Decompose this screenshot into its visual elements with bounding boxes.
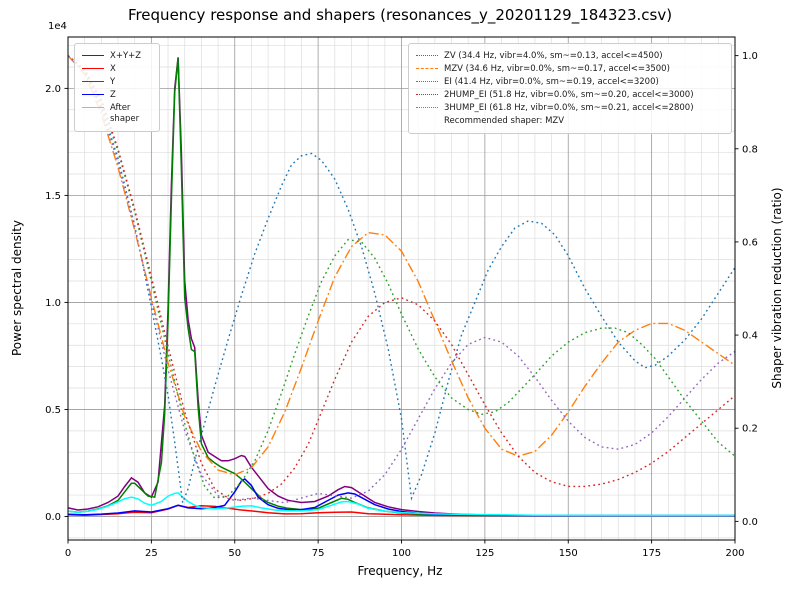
legend-item-xyz: X+Y+Z (82, 51, 152, 62)
x-tick-label: 200 (725, 548, 744, 559)
legend-line-x (82, 67, 104, 69)
x-tick-label: 75 (312, 548, 325, 559)
x-tick-label: 0 (65, 548, 71, 559)
legend-label-z: Z (110, 89, 116, 100)
y-left-tick-label: 2.0 (45, 84, 61, 95)
legend-line-after-shaper (82, 107, 104, 108)
y-right-tick-label: 1.0 (742, 51, 758, 62)
legend-item-3hump-ei: 3HUMP_EI (61.8 Hz, vibr=0.0%, sm~=0.21, … (416, 103, 724, 114)
y-left-tick-label: 0.5 (45, 405, 61, 416)
y-right-tick-label: 0.0 (742, 517, 758, 528)
legend-item-x: X (82, 64, 152, 75)
legend-line-mzv (416, 67, 438, 69)
chart-title: Frequency response and shapers (resonanc… (127, 6, 673, 24)
legend-label-y: Y (110, 76, 116, 87)
legend-label-2hump-ei: 2HUMP_EI (51.8 Hz, vibr=0.0%, sm~=0.20, … (444, 89, 694, 100)
legend-line-2hump-ei (416, 93, 438, 95)
series-ZV (67, 55, 736, 503)
legend-label-3hump-ei: 3HUMP_EI (61.8 Hz, vibr=0.0%, sm~=0.21, … (444, 103, 694, 113)
legend-item-z: Z (82, 90, 152, 101)
x-tick-label: 25 (145, 548, 158, 559)
x-tick-label: 100 (392, 548, 411, 559)
y-left-tick-label: 0.0 (45, 512, 61, 523)
legend-line-y (82, 80, 104, 82)
legend-line-z (82, 93, 104, 95)
legend-line-ei (416, 80, 438, 82)
axis-ticks: 0 25 50 75 100 125 150 175 200 0.0 0.5 1.0 1.5 2.0 0.0… (45, 51, 758, 559)
psd-legend: X+Y+Z X Y Z After shaper (74, 43, 160, 132)
y-axis-left-label: Power spectral density (10, 219, 24, 357)
shaper-legend: ZV (34.4 Hz, vibr=4.0%, sm~=0.13, accel<… (408, 43, 732, 135)
y-right-tick-label: 0.6 (742, 237, 758, 248)
legend-line-3hump-ei (416, 107, 438, 108)
legend-line-xyz (82, 54, 104, 56)
x-tick-label: 50 (228, 548, 241, 559)
y-right-tick-label: 0.2 (742, 424, 758, 435)
y-left-tick-label: 1.5 (45, 191, 61, 202)
recommended-shaper-text: Recommended shaper: MZV (444, 116, 565, 127)
legend-item-2hump-ei: 2HUMP_EI (51.8 Hz, vibr=0.0%, sm~=0.20, … (416, 90, 724, 101)
legend-item-zv: ZV (34.4 Hz, vibr=4.0%, sm~=0.13, accel<… (416, 51, 724, 62)
series-2HUMP_EI (67, 55, 736, 502)
y-axis-right-label: Shaper vibration reduction (ratio) (770, 187, 784, 389)
legend-item-recommended: Recommended shaper: MZV (416, 116, 724, 127)
series-After shaper (67, 492, 735, 517)
legend-label-x: X (110, 63, 116, 74)
legend-label-zv: ZV (34.4 Hz, vibr=4.0%, sm~=0.13, accel<… (444, 50, 663, 61)
x-tick-label: 150 (559, 548, 578, 559)
legend-label-xyz: X+Y+Z (110, 50, 142, 61)
legend-label-ei: EI (41.4 Hz, vibr=0.0%, sm~=0.19, accel<… (444, 76, 659, 87)
legend-label-after-shaper: After shaper (110, 103, 140, 124)
legend-line-zv (416, 54, 438, 56)
x-tick-label: 175 (642, 548, 661, 559)
legend-item-y: Y (82, 77, 152, 88)
series-lines (67, 55, 736, 517)
legend-item-mzv: MZV (34.6 Hz, vibr=0.0%, sm~=0.17, accel… (416, 64, 724, 75)
x-tick-label: 125 (475, 548, 494, 559)
legend-label-mzv: MZV (34.6 Hz, vibr=0.0%, sm~=0.17, accel… (444, 63, 670, 74)
series-3HUMP_EI (67, 55, 736, 504)
x-axis-label: Frequency, Hz (357, 564, 443, 578)
legend-item-after-shaper: After shaper (82, 103, 152, 124)
y-left-tick-label: 1.0 (45, 298, 61, 309)
y-axis-offset-text: 1e4 (48, 21, 67, 32)
y-right-tick-label: 0.8 (742, 144, 758, 155)
legend-item-ei: EI (41.4 Hz, vibr=0.0%, sm~=0.19, accel<… (416, 77, 724, 88)
y-right-tick-label: 0.4 (742, 331, 758, 342)
